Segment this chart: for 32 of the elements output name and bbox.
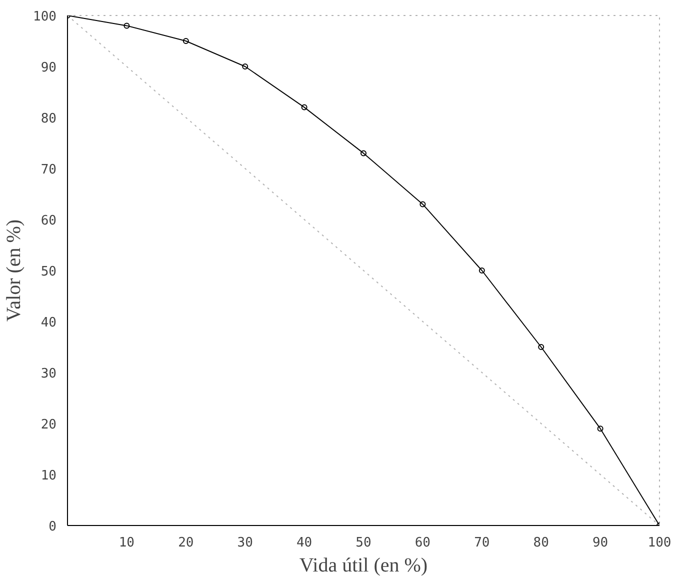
y-axis-title: Valor (en %) bbox=[3, 219, 26, 322]
x-tick-label: 20 bbox=[178, 536, 194, 550]
point bbox=[478, 268, 485, 274]
y-tick-label: 20 bbox=[40, 418, 57, 432]
x-tick-label: 40 bbox=[296, 536, 312, 550]
x-tick-label: 10 bbox=[118, 536, 135, 550]
y-tick-label: 30 bbox=[40, 366, 57, 382]
point bbox=[360, 150, 366, 156]
y-tick-label: 50 bbox=[40, 264, 57, 280]
y-tick-label: 100 bbox=[33, 10, 57, 24]
x-tick-label: 30 bbox=[237, 536, 253, 550]
y-tick-label: 60 bbox=[40, 214, 57, 228]
x-tick-label: 90 bbox=[592, 536, 608, 550]
x-tick-label: 80 bbox=[533, 536, 549, 550]
point bbox=[597, 426, 604, 432]
point bbox=[420, 201, 426, 208]
x-tick-label: 60 bbox=[414, 536, 431, 550]
y-tick-label: 40 bbox=[40, 316, 57, 330]
x-tick-label: 70 bbox=[474, 536, 490, 550]
point bbox=[301, 104, 308, 110]
y-tick-label: 0 bbox=[48, 520, 56, 534]
x-axis-title: Vida útil (en %) bbox=[299, 554, 428, 576]
y-tick-label: 90 bbox=[40, 60, 57, 76]
point bbox=[242, 64, 248, 70]
point bbox=[124, 22, 130, 29]
y-tick-label: 70 bbox=[40, 162, 57, 178]
x-tick-label: 50 bbox=[356, 536, 372, 550]
point bbox=[538, 344, 544, 350]
x-tick-label: 100 bbox=[648, 536, 672, 550]
y-tick-label: 80 bbox=[40, 112, 57, 126]
point bbox=[182, 38, 189, 44]
y-tick-label: 10 bbox=[40, 468, 57, 484]
